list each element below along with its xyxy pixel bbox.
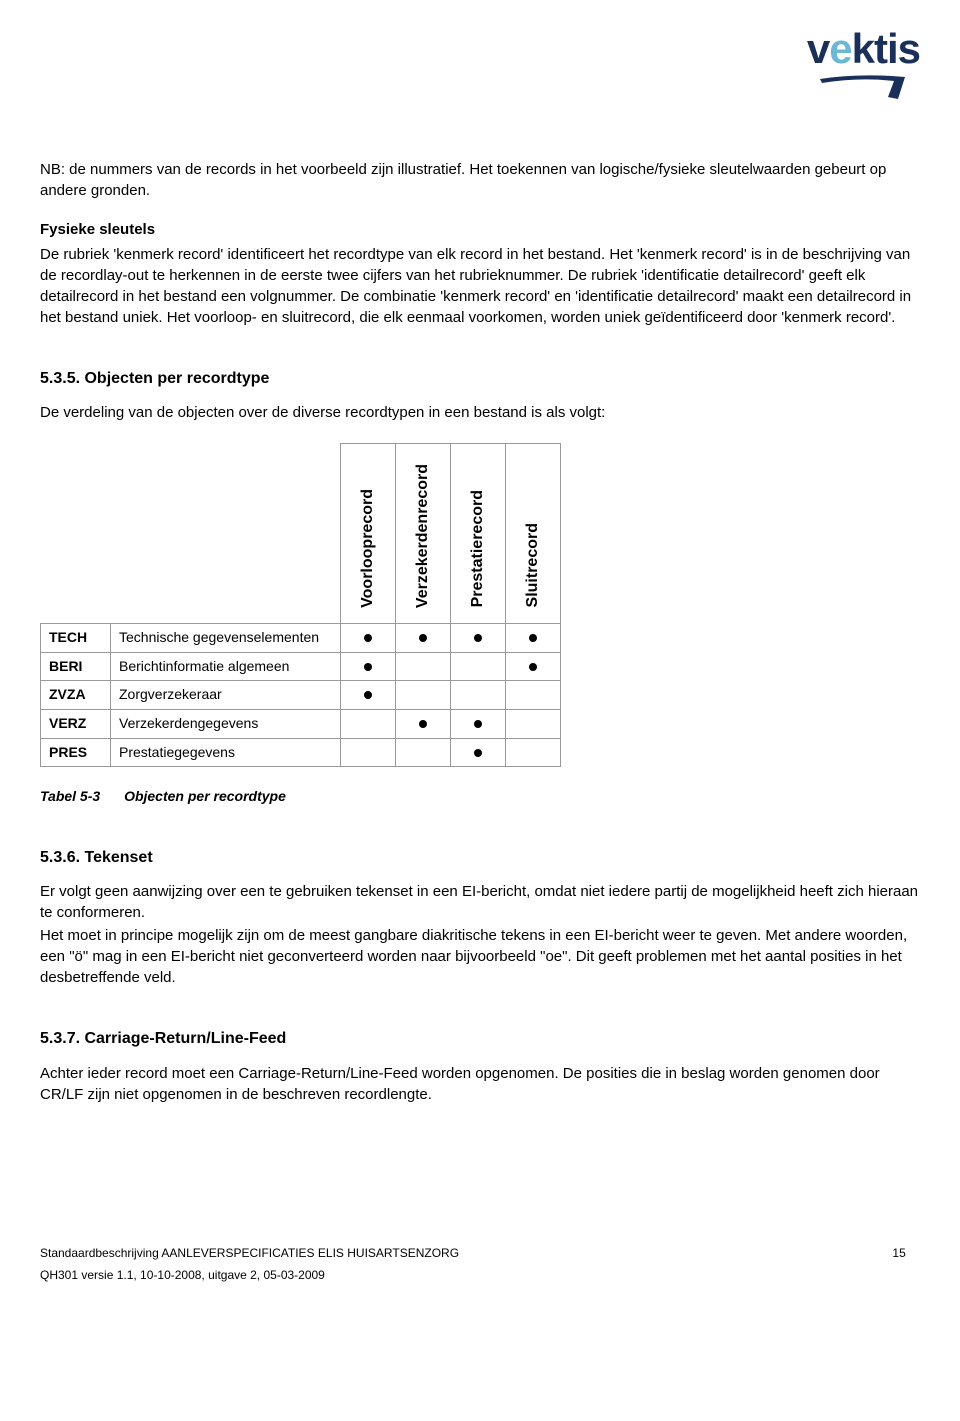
col-prestatierecord: Prestatierecord: [451, 444, 506, 624]
mark-cell: [506, 738, 561, 767]
mark-cell: [396, 652, 451, 681]
fysieke-heading: Fysieke sleutels: [40, 219, 920, 240]
table-row: VERZVerzekerdengegevens: [41, 709, 561, 738]
table-row: TECHTechnische gegevenselementen: [41, 624, 561, 653]
footer-line1: Standaardbeschrijving AANLEVERSPECIFICAT…: [40, 1245, 920, 1262]
table-row: ZVZAZorgverzekeraar: [41, 681, 561, 710]
row-label: Verzekerdengegevens: [111, 709, 341, 738]
caption-text: Objecten per recordtype: [124, 788, 286, 804]
table-row: PRESPrestatiegegevens: [41, 738, 561, 767]
bullet-icon: [529, 634, 537, 642]
mark-cell: [451, 709, 506, 738]
row-code: VERZ: [41, 709, 111, 738]
bullet-icon: [529, 663, 537, 671]
footer-line2: QH301 versie 1.1, 10-10-2008, uitgave 2,…: [40, 1267, 920, 1284]
nb-paragraph: NB: de nummers van de records in het voo…: [40, 159, 920, 201]
bullet-icon: [474, 720, 482, 728]
mark-cell: [341, 709, 396, 738]
bullet-icon: [364, 691, 372, 699]
logo-area: vektis: [40, 20, 920, 109]
fysieke-sleutels-block: Fysieke sleutels De rubriek 'kenmerk rec…: [40, 219, 920, 328]
mark-cell: [451, 681, 506, 710]
mark-cell: [451, 624, 506, 653]
row-label: Technische gegevenselementen: [111, 624, 341, 653]
bullet-icon: [474, 634, 482, 642]
page-number: 15: [892, 1245, 905, 1262]
mark-cell: [506, 624, 561, 653]
mark-cell: [341, 681, 396, 710]
heading-536: 5.3.6. Tekenset: [40, 847, 920, 869]
col-sluitrecord: Sluitrecord: [506, 444, 561, 624]
bullet-icon: [364, 663, 372, 671]
bullet-icon: [419, 634, 427, 642]
col-verzekerdenrecord: Verzekerdenrecord: [396, 444, 451, 624]
objects-table: Voorlooprecord Verzekerdenrecord Prestat…: [40, 443, 561, 767]
bullet-icon: [364, 634, 372, 642]
section-537-p1: Achter ieder record moet een Carriage-Re…: [40, 1063, 920, 1105]
row-code: PRES: [41, 738, 111, 767]
row-label: Prestatiegegevens: [111, 738, 341, 767]
section-535-intro: De verdeling van de objecten over de div…: [40, 402, 920, 423]
vektis-logo: vektis: [730, 20, 920, 109]
mark-cell: [341, 652, 396, 681]
logo-text: vektis: [807, 25, 920, 72]
mark-cell: [396, 624, 451, 653]
fysieke-text: De rubriek 'kenmerk record' identificeer…: [40, 244, 920, 328]
heading-537: 5.3.7. Carriage-Return/Line-Feed: [40, 1028, 920, 1050]
mark-cell: [506, 709, 561, 738]
mark-cell: [396, 738, 451, 767]
bullet-icon: [419, 720, 427, 728]
mark-cell: [506, 681, 561, 710]
page-footer: Standaardbeschrijving AANLEVERSPECIFICAT…: [40, 1245, 920, 1285]
bullet-icon: [474, 749, 482, 757]
row-label: Berichtinformatie algemeen: [111, 652, 341, 681]
mark-cell: [451, 738, 506, 767]
row-code: BERI: [41, 652, 111, 681]
mark-cell: [396, 709, 451, 738]
mark-cell: [506, 652, 561, 681]
mark-cell: [341, 624, 396, 653]
logo-swoosh-icon: [820, 71, 920, 109]
caption-label: Tabel 5-3: [40, 788, 100, 804]
table-header-row: Voorlooprecord Verzekerdenrecord Prestat…: [41, 444, 561, 624]
col-voorlooprecord: Voorlooprecord: [341, 444, 396, 624]
mark-cell: [396, 681, 451, 710]
section-536-p1: Er volgt geen aanwijzing over een te geb…: [40, 881, 920, 923]
mark-cell: [341, 738, 396, 767]
row-label: Zorgverzekeraar: [111, 681, 341, 710]
mark-cell: [451, 652, 506, 681]
heading-535: 5.3.5. Objecten per recordtype: [40, 368, 920, 390]
row-code: ZVZA: [41, 681, 111, 710]
row-code: TECH: [41, 624, 111, 653]
section-536-p2: Het moet in principe mogelijk zijn om de…: [40, 925, 920, 988]
table-row: BERIBerichtinformatie algemeen: [41, 652, 561, 681]
table-caption: Tabel 5-3 Objecten per recordtype: [40, 787, 920, 807]
